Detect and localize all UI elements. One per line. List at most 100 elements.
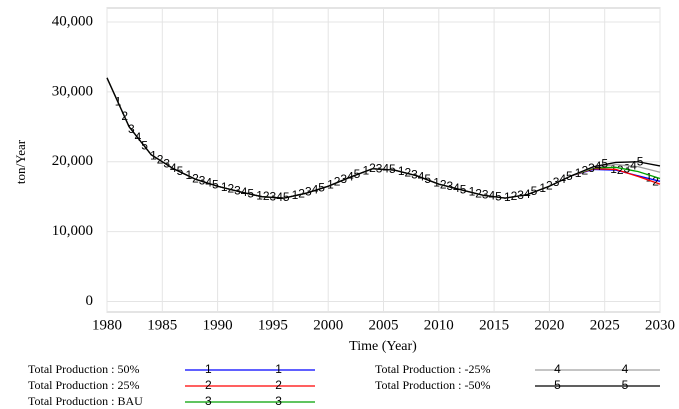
line-marker: 4	[559, 172, 566, 186]
line-marker: 5	[354, 167, 361, 181]
x-tick-label: 1980	[92, 317, 122, 333]
line-marker: 3	[376, 161, 383, 175]
line-marker: 1	[504, 190, 511, 204]
line-marker: 5	[424, 172, 431, 186]
y-axis-label: ton/Year	[13, 139, 28, 184]
line-marker: 1	[362, 163, 369, 177]
legend-marker: 3	[205, 394, 212, 408]
line-marker: 3	[482, 188, 489, 202]
line-marker: 5	[318, 180, 325, 194]
line-marker: 4	[205, 176, 212, 190]
legend-label: Total Production : -25%	[375, 362, 490, 376]
line-marker: 5	[495, 189, 502, 203]
line-marker: 2	[157, 153, 164, 167]
legend-label: Total Production : 50%	[28, 362, 139, 376]
legend-marker: 5	[554, 378, 561, 392]
line-marker: 2	[652, 175, 659, 189]
legend-marker: 5	[622, 378, 629, 392]
line-marker: 1	[646, 171, 653, 185]
line-marker: 2	[475, 186, 482, 200]
legend-label: Total Production : BAU	[28, 394, 143, 408]
legend-marker: 1	[205, 362, 212, 376]
line-marker: 1	[186, 168, 193, 182]
line-marker: 5	[283, 190, 290, 204]
line-marker: 2	[334, 175, 341, 189]
line-marker: 2	[617, 163, 624, 177]
line-marker: 3	[623, 162, 630, 176]
line-marker: 4	[524, 187, 531, 201]
legend-marker: 2	[275, 378, 282, 392]
line-marker: 3	[447, 179, 454, 193]
line-marker: 4	[382, 162, 389, 176]
line-marker: 2	[546, 178, 553, 192]
y-tick-label: 30,000	[52, 83, 93, 99]
line-marker: 5	[601, 157, 608, 171]
x-axis-label: Time (Year)	[349, 339, 417, 354]
line-marker: 1	[292, 188, 299, 202]
legend-marker: 1	[275, 362, 282, 376]
x-tick-label: 2000	[313, 317, 343, 333]
line-marker: 2	[511, 189, 518, 203]
line-marker: 4	[418, 170, 425, 184]
line-marker: 2	[228, 182, 235, 196]
line-marker: 2	[404, 166, 411, 180]
line-marker: 3	[553, 175, 560, 189]
line-marker: 5	[141, 139, 148, 153]
x-tick-label: 2020	[534, 317, 564, 333]
line-marker: 4	[453, 181, 460, 195]
line-marker: 5	[177, 164, 184, 178]
x-tick-label: 2005	[369, 317, 399, 333]
x-tick-label: 1995	[258, 317, 288, 333]
line-marker: 1	[433, 175, 440, 189]
line-marker: 1	[256, 188, 263, 202]
line-marker: 4	[276, 190, 283, 204]
line-marker: 3	[234, 183, 241, 197]
line-marker: 2	[192, 171, 199, 185]
y-tick-label: 20,000	[52, 153, 93, 169]
line-marker: 5	[566, 169, 573, 183]
line-marker: 5	[212, 178, 219, 192]
y-tick-label: 0	[86, 293, 94, 309]
line-marker: 1	[327, 177, 334, 191]
legend-marker: 3	[275, 394, 282, 408]
line-marker: 5	[389, 162, 396, 176]
line-marker: 1	[398, 164, 405, 178]
line-marker: 3	[199, 173, 206, 187]
line-marker: 3	[411, 167, 418, 181]
line-marker: 1	[469, 185, 476, 199]
series-line	[106, 77, 661, 199]
y-tick-label: 10,000	[52, 223, 93, 239]
line-marker: 3	[305, 185, 312, 199]
line-marker: 2	[440, 177, 447, 191]
line-marker: 5	[531, 184, 538, 198]
line-marker: 3	[340, 172, 347, 186]
legend-marker: 4	[622, 362, 629, 376]
line-marker: 4	[312, 183, 319, 197]
line-marker: 3	[163, 157, 170, 171]
line-marker: 4	[347, 169, 354, 183]
x-tick-label: 2010	[424, 317, 454, 333]
legend-marker: 4	[554, 362, 561, 376]
line-marker: 2	[298, 186, 305, 200]
legend-label: Total Production : 25%	[28, 378, 139, 392]
line-marker: 5	[637, 154, 644, 168]
x-tick-label: 2030	[645, 317, 675, 333]
line-marker: 4	[241, 185, 248, 199]
legend-marker: 2	[205, 378, 212, 392]
line-marker: 3	[270, 190, 277, 204]
line-marker: 4	[170, 161, 177, 175]
legend-label: Total Production : -50%	[375, 378, 490, 392]
x-tick-label: 2015	[479, 317, 509, 333]
line-marker: 1	[539, 181, 546, 195]
line-marker: 1	[150, 148, 157, 162]
line-marker: 2	[369, 161, 376, 175]
line-marker: 2	[263, 189, 270, 203]
line-marker: 1	[221, 180, 228, 194]
line-marker: 5	[247, 186, 254, 200]
x-tick-label: 1985	[147, 317, 177, 333]
line-marker: 4	[489, 189, 496, 203]
x-tick-label: 2025	[590, 317, 620, 333]
line-marker: 3	[517, 188, 524, 202]
x-tick-label: 1990	[203, 317, 233, 333]
